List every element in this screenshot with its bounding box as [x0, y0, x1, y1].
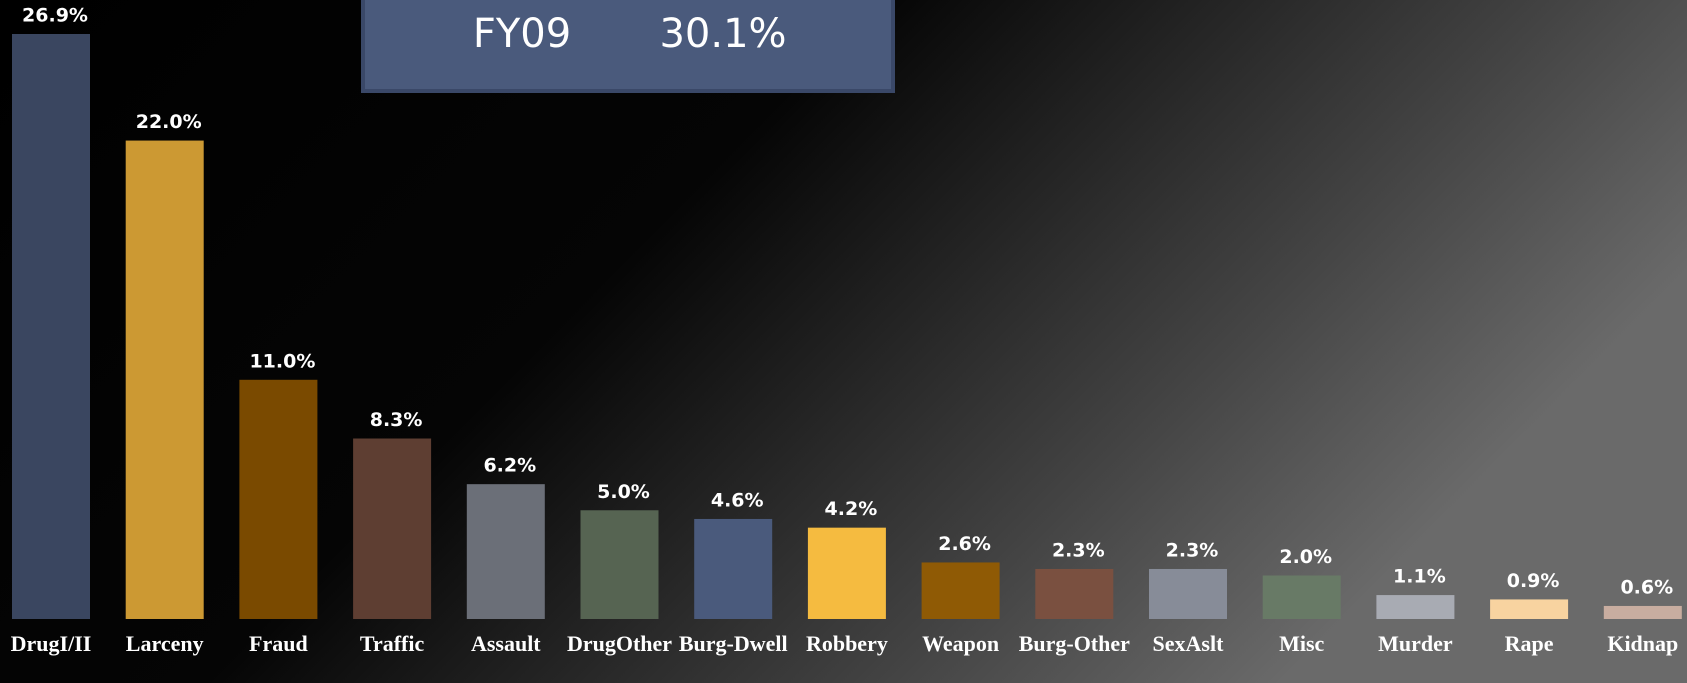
value-label: 0.6% — [1620, 576, 1673, 598]
value-label: 0.9% — [1507, 570, 1560, 592]
category-label: Kidnap — [1607, 631, 1678, 656]
value-label: 1.1% — [1393, 566, 1446, 588]
value-label: 2.3% — [1166, 539, 1219, 561]
category-label: Murder — [1378, 631, 1453, 656]
value-label: 4.2% — [825, 498, 878, 520]
category-label: Misc — [1279, 631, 1324, 656]
bar — [1490, 599, 1569, 619]
bar — [125, 140, 204, 619]
category-label: Fraud — [249, 631, 308, 656]
category-label: Burg-Dwell — [679, 631, 788, 656]
category-label: Weapon — [922, 631, 999, 656]
bar — [1603, 605, 1682, 619]
value-label: 2.6% — [938, 533, 991, 555]
bar — [1035, 568, 1114, 619]
bar — [694, 518, 773, 619]
bar — [807, 527, 886, 619]
value-label: 8.3% — [370, 409, 423, 431]
value-label: 2.0% — [1279, 546, 1332, 568]
category-label: Assault — [471, 631, 541, 656]
value-label: 11.0% — [249, 350, 315, 372]
category-label: SexAslt — [1153, 631, 1225, 656]
box-value: 30.1% — [659, 11, 786, 57]
value-label: 22.0% — [136, 111, 202, 133]
value-label: 4.6% — [711, 489, 764, 511]
bar — [466, 484, 545, 619]
category-label: Rape — [1505, 631, 1554, 656]
bar — [1262, 575, 1341, 619]
category-label: Larceny — [126, 631, 204, 656]
category-label: Burg-Other — [1019, 631, 1130, 656]
category-label: DrugI/II — [11, 631, 92, 656]
category-label: DrugOther — [567, 631, 672, 656]
bar — [1149, 568, 1227, 619]
value-label: 2.3% — [1052, 539, 1105, 561]
bar — [239, 379, 318, 619]
value-label: 6.2% — [483, 455, 536, 477]
box-label: FY09 — [473, 11, 571, 57]
bar — [12, 34, 90, 619]
bar — [580, 510, 659, 619]
summary-box — [361, 0, 895, 93]
category-label: Traffic — [360, 631, 425, 656]
value-label: 5.0% — [597, 481, 650, 503]
bar — [1376, 595, 1455, 619]
category-label: Robbery — [806, 631, 888, 656]
value-label: 26.9% — [22, 5, 88, 27]
bar — [921, 562, 1000, 619]
bar — [353, 438, 432, 619]
